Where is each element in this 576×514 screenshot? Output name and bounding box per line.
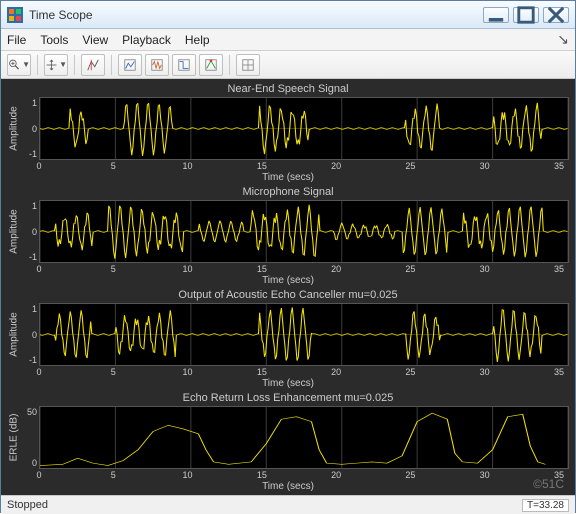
plot-pane: Near-End Speech Signal Amplitude10-105101… — [7, 83, 569, 184]
x-ticks: 05101520253035 — [7, 160, 569, 172]
cursor-button[interactable] — [118, 54, 142, 76]
pane-title: Echo Return Loss Enhancement mu=0.025 — [7, 392, 569, 406]
x-axis-label: Time (secs) — [7, 481, 569, 493]
y-axis-label: Amplitude — [9, 312, 20, 356]
window-controls — [483, 7, 569, 23]
pane-title: Microphone Signal — [7, 186, 569, 200]
axes[interactable] — [39, 406, 569, 469]
app-icon — [7, 7, 23, 23]
y-ticks: 10-1 — [21, 303, 39, 366]
axes[interactable] — [39, 97, 569, 160]
y-ticks: 10-1 — [21, 200, 39, 263]
dock-icon[interactable]: ↘ — [557, 31, 569, 48]
y-axis-label: Amplitude — [9, 106, 20, 150]
window-title: Time Scope — [29, 8, 483, 22]
y-axis-label: Amplitude — [9, 209, 20, 253]
autoscale-button[interactable]: ▼ — [44, 54, 68, 76]
menu-playback[interactable]: Playback — [122, 33, 171, 47]
statusbar: Stopped T=33.28 — [1, 495, 575, 514]
y-ticks: 10-1 — [21, 97, 39, 160]
maximize-button[interactable] — [513, 7, 539, 23]
minimize-button[interactable] — [483, 7, 509, 23]
x-axis-label: Time (secs) — [7, 172, 569, 184]
pane-title: Output of Acoustic Echo Canceller mu=0.0… — [7, 289, 569, 303]
plot-area: Near-End Speech SignalAmplitude10-105101… — [1, 79, 575, 495]
titlebar: Time Scope — [1, 1, 575, 29]
signal-stats-button[interactable] — [145, 54, 169, 76]
plot-pane: Microphone Signal Amplitude10-10510152025… — [7, 186, 569, 287]
menu-tools[interactable]: Tools — [40, 33, 68, 47]
x-axis-label: Time (secs) — [7, 378, 569, 390]
plot-pane: Echo Return Loss Enhancement mu=0.025 ERL… — [7, 392, 569, 493]
toolbar: ▼ ▼ — [1, 51, 575, 79]
axes[interactable] — [39, 200, 569, 263]
pane-title: Near-End Speech Signal — [7, 83, 569, 97]
status-state: Stopped — [7, 499, 48, 511]
plot-pane: Output of Acoustic Echo Canceller mu=0.0… — [7, 289, 569, 390]
bilevel-button[interactable] — [172, 54, 196, 76]
x-ticks: 05101520253035 — [7, 263, 569, 275]
marker-button[interactable] — [81, 54, 105, 76]
peak-button[interactable] — [199, 54, 223, 76]
menu-view[interactable]: View — [82, 33, 108, 47]
layout-button[interactable] — [236, 54, 260, 76]
x-ticks: 05101520253035 — [7, 469, 569, 481]
menubar: File Tools View Playback Help ↘ — [1, 29, 575, 51]
status-time: T=33.28 — [522, 499, 569, 512]
menu-file[interactable]: File — [7, 33, 26, 47]
close-button[interactable] — [543, 7, 569, 23]
axes[interactable] — [39, 303, 569, 366]
y-ticks: 500 — [21, 406, 39, 469]
y-axis-label: ERLE (dB) — [9, 414, 20, 462]
zoom-in-button[interactable]: ▼ — [7, 54, 31, 76]
x-ticks: 05101520253035 — [7, 366, 569, 378]
menu-help[interactable]: Help — [185, 33, 210, 47]
x-axis-label: Time (secs) — [7, 275, 569, 287]
